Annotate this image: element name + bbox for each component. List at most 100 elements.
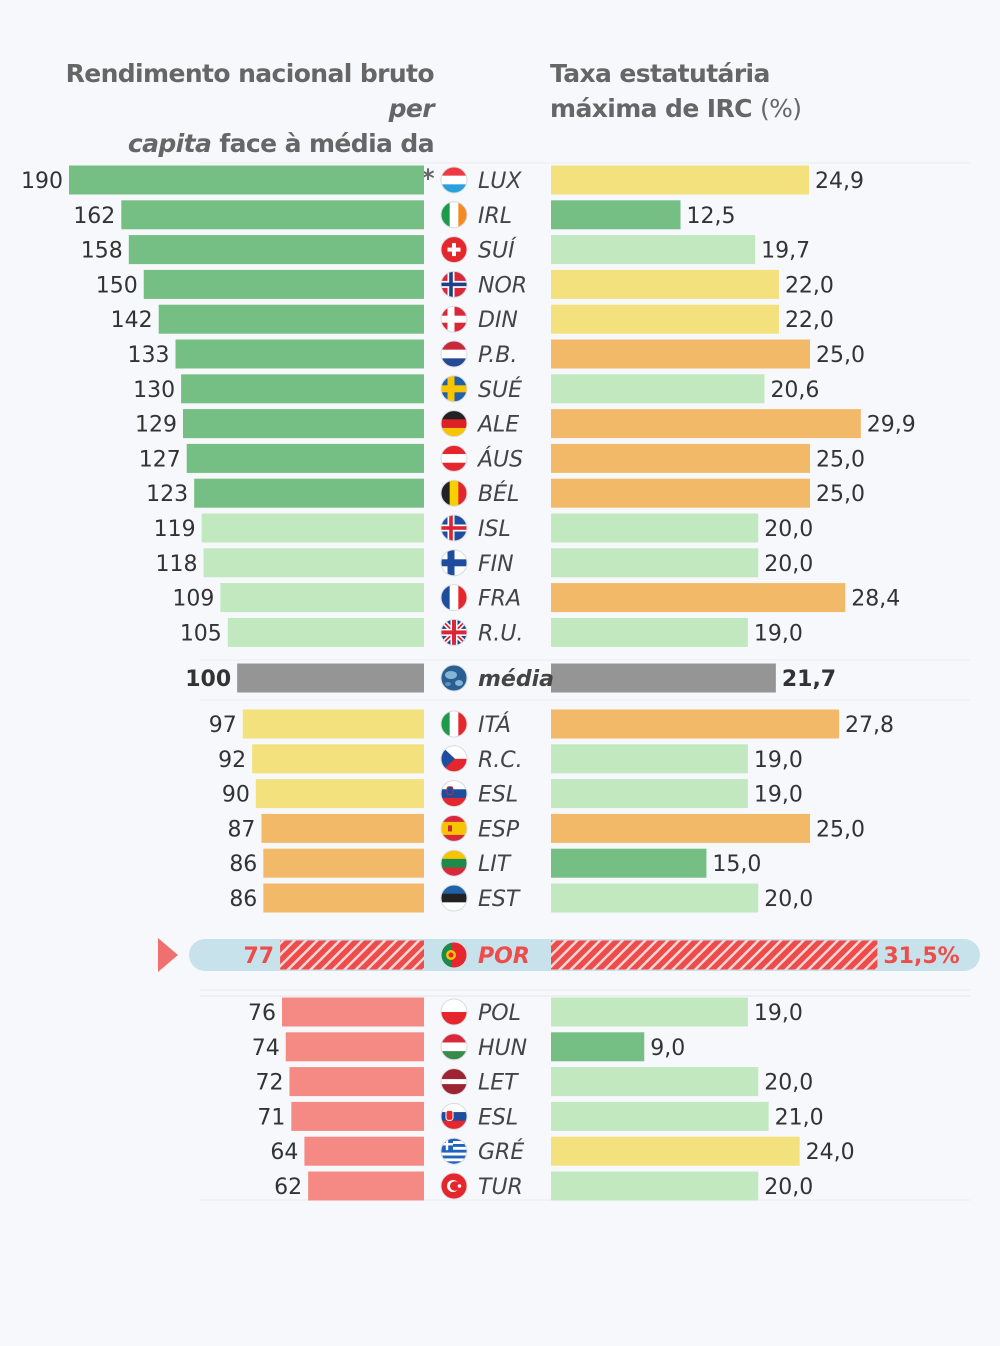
right-title-unit: (%) [760, 94, 802, 123]
right-title-line-2: máxima de IRC [550, 94, 760, 123]
right-value-label: 22,0 [785, 273, 834, 298]
turkey-flag-icon [440, 1172, 468, 1200]
left-value-label: 119 [154, 517, 196, 542]
right-value-label: 25,0 [816, 343, 865, 368]
right-value-label: 19,0 [754, 783, 803, 808]
austria-flag-icon [440, 444, 468, 472]
left-value-label: 86 [229, 852, 257, 877]
left-title-italic-capita: capita [127, 129, 212, 158]
right-value-label: 28,4 [851, 587, 900, 612]
right-bar-let [551, 1067, 759, 1097]
right-value-label: 20,0 [764, 1071, 813, 1096]
left-bar-nor [143, 269, 424, 299]
right-bar-r.u. [551, 617, 748, 647]
left-bar-pol [282, 997, 424, 1027]
right-value-label: 25,0 [816, 447, 865, 472]
left-bar-esl [291, 1101, 424, 1131]
germany-flag-icon [440, 410, 468, 438]
right-value-label: 19,0 [754, 1001, 803, 1026]
right-bar-por [551, 940, 878, 970]
portugal-flag-icon [440, 941, 468, 969]
left-value-label: 92 [218, 748, 246, 773]
left-value-label: 123 [146, 482, 188, 507]
country-code-label: R.U. [478, 621, 523, 646]
right-bar-bél [551, 478, 811, 508]
right-value-label: 25,0 [816, 817, 865, 842]
slovenia-flag-icon [440, 780, 468, 808]
france-flag-icon [440, 584, 468, 612]
country-code-label: ESL [478, 783, 518, 808]
right-value-label: 20,6 [770, 378, 819, 403]
left-value-label: 162 [73, 204, 115, 229]
right-bar-r.c. [551, 744, 748, 774]
right-value-label: 21,0 [775, 1105, 824, 1130]
left-value-label: 133 [128, 343, 170, 368]
sweden-flag-icon [440, 375, 468, 403]
left-bar-p.b. [175, 339, 424, 369]
left-bar-fin [203, 548, 424, 578]
lithuania-flag-icon [440, 849, 468, 877]
left-value-label: 64 [270, 1140, 298, 1165]
country-code-label: SUÍ [478, 238, 517, 264]
right-value-label: 19,7 [761, 239, 810, 264]
left-value-label: 86 [229, 887, 257, 912]
right-value-label: 27,8 [845, 713, 894, 738]
left-value-label: 87 [227, 817, 255, 842]
right-chart-title: Taxa estatutária máxima de IRC (%) [550, 56, 970, 126]
right-value-label: 9,0 [650, 1036, 685, 1061]
estonia-flag-icon [440, 884, 468, 912]
right-bar-pol [551, 997, 748, 1027]
left-bar-din [158, 304, 424, 334]
switzerland-flag-icon [440, 236, 468, 264]
italy-flag-icon [440, 710, 468, 738]
left-bar-áus [186, 443, 424, 473]
country-code-label: R.C. [478, 748, 523, 773]
country-code-label: TUR [478, 1175, 523, 1200]
country-code-label: LIT [478, 852, 512, 877]
right-bar-áus [551, 443, 811, 473]
czech-flag-icon [440, 745, 468, 773]
right-value-label: 31,5% [883, 944, 959, 969]
netherlands-flag-icon [440, 340, 468, 368]
country-code-label: LET [478, 1071, 519, 1096]
right-bar-itá [551, 709, 840, 739]
left-bar-lux [69, 165, 424, 195]
right-value-label: 12,5 [687, 204, 736, 229]
right-bar-esl [551, 779, 748, 809]
right-bar-nor [551, 269, 779, 299]
left-value-label: 118 [156, 552, 198, 577]
spain-flag-icon [440, 814, 468, 842]
left-value-label: 129 [135, 413, 177, 438]
left-title-italic-per: per [388, 94, 435, 123]
left-bar-suí [128, 235, 424, 265]
right-value-label: 20,0 [764, 517, 813, 542]
right-value-label: 19,0 [754, 748, 803, 773]
country-code-label: NOR [478, 273, 527, 298]
country-code-label: HUN [478, 1036, 527, 1061]
left-bar-itá [242, 709, 424, 739]
right-bar-est [551, 883, 759, 913]
right-bar-esl [551, 1101, 769, 1131]
left-value-label: 190 [21, 169, 63, 194]
country-code-label: FIN [478, 552, 514, 577]
uk-flag-icon [440, 618, 468, 646]
country-code-label: EST [478, 887, 521, 912]
right-value-label: 29,9 [867, 413, 916, 438]
left-bar-let [289, 1067, 424, 1097]
right-bar-tur [551, 1171, 759, 1201]
country-code-label: ESL [478, 1105, 518, 1130]
country-code-label: POL [478, 1001, 521, 1026]
left-value-label: 71 [257, 1105, 285, 1130]
left-value-label: 97 [209, 713, 237, 738]
country-code-label: ESP [478, 817, 520, 842]
left-value-label: 74 [252, 1036, 280, 1061]
left-value-label: 142 [111, 308, 153, 333]
left-bar-est [263, 883, 424, 913]
left-bar-fra [220, 583, 424, 613]
left-bar-gré [304, 1136, 424, 1166]
poland-flag-icon [440, 998, 468, 1026]
left-bar-esp [261, 813, 424, 843]
left-title-text-1: Rendimento nacional bruto [65, 59, 435, 88]
country-code-label: LUX [478, 169, 522, 194]
